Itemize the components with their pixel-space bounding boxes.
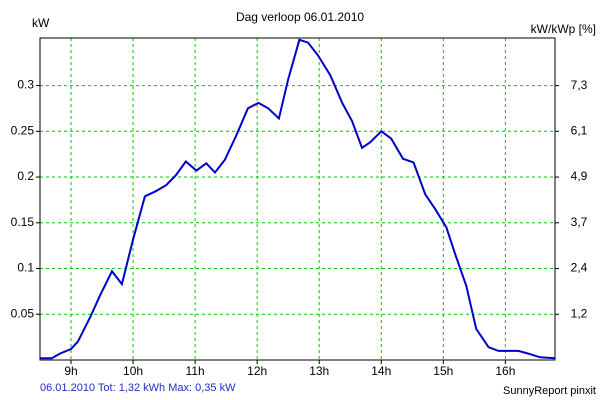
x-tick-label: 16h <box>495 364 515 378</box>
x-tick-label: 14h <box>371 364 391 378</box>
y2-tick-label: 1,2 <box>571 306 588 320</box>
footer-right: SunnyReport pinxit <box>503 385 596 397</box>
y2-tick-label: 2,4 <box>571 261 588 275</box>
y-tick-label: 0.1 <box>17 261 34 275</box>
footer-left: 06.01.2010 Tot: 1,32 kWh Max: 0,35 kW <box>40 382 236 394</box>
y2-tick-label: 6,1 <box>571 124 588 138</box>
x-tick-label: 15h <box>433 364 453 378</box>
x-tick-label: 13h <box>309 364 329 378</box>
plot-border <box>39 37 556 361</box>
x-tick-label: 9h <box>64 364 77 378</box>
x-tick-label: 10h <box>123 364 143 378</box>
y-tick-label: 0.15 <box>11 215 35 229</box>
y-tick-label: 0.2 <box>17 169 34 183</box>
x-tick-label: 12h <box>247 364 267 378</box>
y-tick-label: 0.25 <box>11 123 35 137</box>
y2-axis-label: kW/kWp [%] <box>531 22 596 36</box>
chart-title: Dag verloop 06.01.2010 <box>236 10 364 24</box>
y2-tick-label: 3,7 <box>571 215 588 229</box>
y-tick-label: 0.05 <box>11 306 35 320</box>
y-tick-label: 0.3 <box>17 78 34 92</box>
y2-tick-label: 4,9 <box>571 169 588 183</box>
x-tick-label: 11h <box>186 364 205 378</box>
y-axis-label: kW <box>32 16 50 30</box>
y2-tick-label: 7,3 <box>571 78 588 92</box>
data-line <box>40 38 556 360</box>
